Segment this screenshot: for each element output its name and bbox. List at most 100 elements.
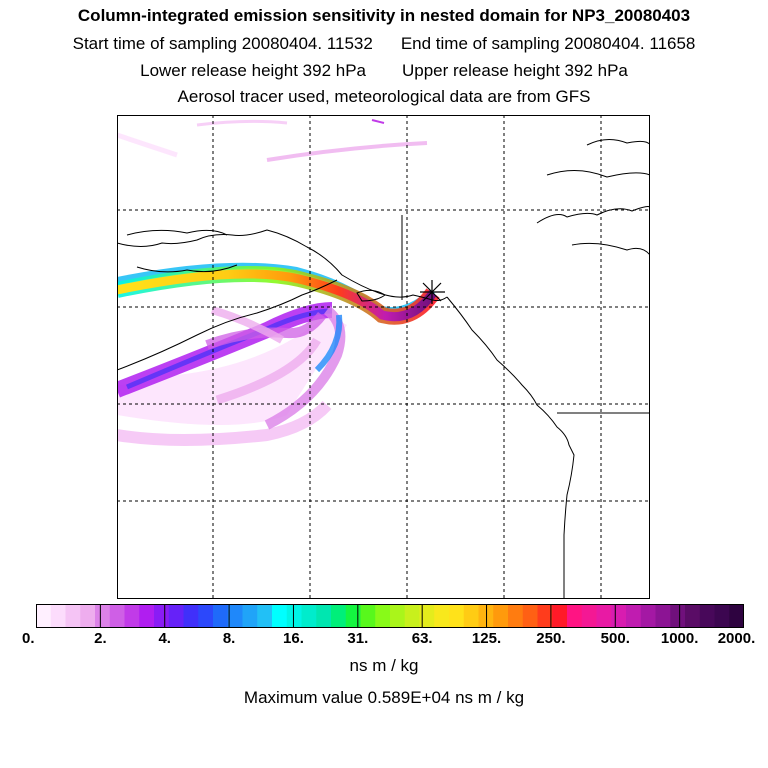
wisp-top-1 (196, 119, 288, 127)
colorbar-tick-label: 1000. (660, 630, 699, 647)
pacific-northwest-coast (446, 296, 575, 599)
colorbar-cell (50, 604, 67, 628)
colorbar-tick-label: 500. (600, 630, 630, 647)
wisp-top-2 (266, 141, 428, 162)
colorbar-cells (36, 604, 744, 628)
colorbar-cell (670, 604, 686, 628)
map-panel (117, 115, 650, 599)
colorbar-cell (699, 604, 716, 628)
colorbar-cell (626, 604, 642, 628)
alaska-north-coast (117, 229, 448, 302)
colorbar-cell (139, 604, 155, 628)
colorbar-cell (685, 604, 701, 628)
graticule (117, 115, 650, 599)
colorbar-tick-label: 16. (283, 630, 304, 647)
maximum-value-text: Maximum value 0.589E+04 ns m / kg (243, 688, 525, 707)
diffuse-streak-1 (117, 400, 332, 446)
colorbar-cell (419, 604, 435, 628)
chart-title: Column-integrated emission sensitivity i… (77, 6, 691, 25)
colorbar-cell (404, 604, 421, 628)
plume-arm-5 (210, 306, 284, 344)
colorbar-tick-label: 125. (471, 630, 502, 647)
coastlines (117, 139, 650, 599)
colorbar-cell (345, 604, 362, 628)
arctic-islands-1 (586, 139, 650, 146)
colorbar-cell (65, 604, 81, 628)
lower-release-label: Lower release height 392 hPa (140, 61, 366, 80)
colorbar-cell (213, 604, 229, 628)
release-heights: Lower release height 392 hPa Upper releas… (0, 61, 768, 81)
colorbar-tick-label: 4. (158, 630, 171, 647)
colorbar-cell (242, 604, 258, 628)
colorbar-cell (522, 604, 539, 628)
colorbar-cell (508, 604, 524, 628)
colorbar-tick-label: 31. (347, 630, 369, 647)
colorbar-cell (567, 604, 583, 628)
bering-coast (136, 264, 238, 273)
colorbar-cell (375, 604, 391, 628)
arctic-coast (536, 206, 650, 224)
start-time-label: Start time of sampling 20080404. 11532 (72, 34, 373, 53)
plume-arm-blue (314, 314, 343, 373)
sampling-times: Start time of sampling 20080404. 11532 En… (0, 34, 768, 54)
colorbar-cell (581, 604, 598, 628)
colorbar-cell (301, 604, 317, 628)
colorbar-cell (360, 604, 376, 628)
colorbar-tick-label: 63. (411, 630, 433, 647)
colorbar-cell (227, 604, 244, 628)
colorbar-tick-labels: 0. 2. 4. 8. 16. 31. 63. 125. 250. 500. 1000. 2000. (0, 630, 768, 652)
arctic-islands-2 (546, 170, 650, 178)
inland-lakes (571, 242, 650, 256)
plume-arm-3 (215, 337, 321, 405)
colorbar (36, 604, 744, 628)
colorbar-cell (316, 604, 332, 628)
colorbar-cell (272, 604, 288, 628)
plume-core (117, 269, 437, 322)
colorbar-cell (449, 604, 465, 628)
aleutian-coast (117, 279, 338, 371)
colorbar-cell (493, 604, 509, 628)
colorbar-cell (537, 604, 553, 628)
colorbar-cell (434, 604, 450, 628)
release-point-icon (420, 280, 445, 304)
colorbar-cell (552, 604, 568, 628)
kodiak-island (356, 289, 386, 302)
plume-arm-4 (205, 311, 326, 350)
colorbar-frame (36, 604, 744, 628)
colorbar-cell (168, 604, 185, 628)
colorbar-cell (154, 604, 170, 628)
colorbar-dividers (99, 604, 681, 628)
upper-release-label: Upper release height 392 hPa (402, 61, 628, 80)
colorbar-cell (655, 604, 671, 628)
colorbar-cell (286, 604, 303, 628)
colorbar-cell (80, 604, 96, 628)
wisp-top-4 (371, 119, 385, 124)
colorbar-cell (390, 604, 406, 628)
colorbar-tick-label: 8. (222, 630, 236, 647)
colorbar-cell (257, 604, 273, 628)
colorbar-cell (36, 604, 52, 628)
colorbar-cell (183, 604, 199, 628)
colorbar-tick-label: 0. (22, 630, 35, 647)
colorbar-cell (611, 604, 627, 628)
colorbar-cell (640, 604, 657, 628)
map-frame (117, 115, 650, 599)
colorbar-units: ns m / kg (349, 656, 419, 675)
colorbar-cell (331, 604, 347, 628)
tracer-info: Aerosol tracer used, meteorological data… (177, 87, 591, 106)
colorbar-cell (124, 604, 140, 628)
colorbar-cell (109, 604, 126, 628)
colorbar-tick-label: 2. (94, 630, 107, 647)
colorbar-cell (198, 604, 214, 628)
end-time-label: End time of sampling 20080404. 11658 (400, 34, 696, 53)
colorbar-cell (714, 604, 730, 628)
sensitivity-field (117, 119, 440, 446)
colorbar-cell (95, 604, 111, 628)
colorbar-cell (729, 604, 744, 628)
diffuse-region (117, 315, 347, 425)
siberia-coast (126, 229, 228, 236)
colorbar-tick-label: 2000. (717, 630, 756, 647)
colorbar-cell (596, 604, 612, 628)
colorbar-cell (463, 604, 480, 628)
colorbar-tick-label: 250. (536, 630, 566, 647)
